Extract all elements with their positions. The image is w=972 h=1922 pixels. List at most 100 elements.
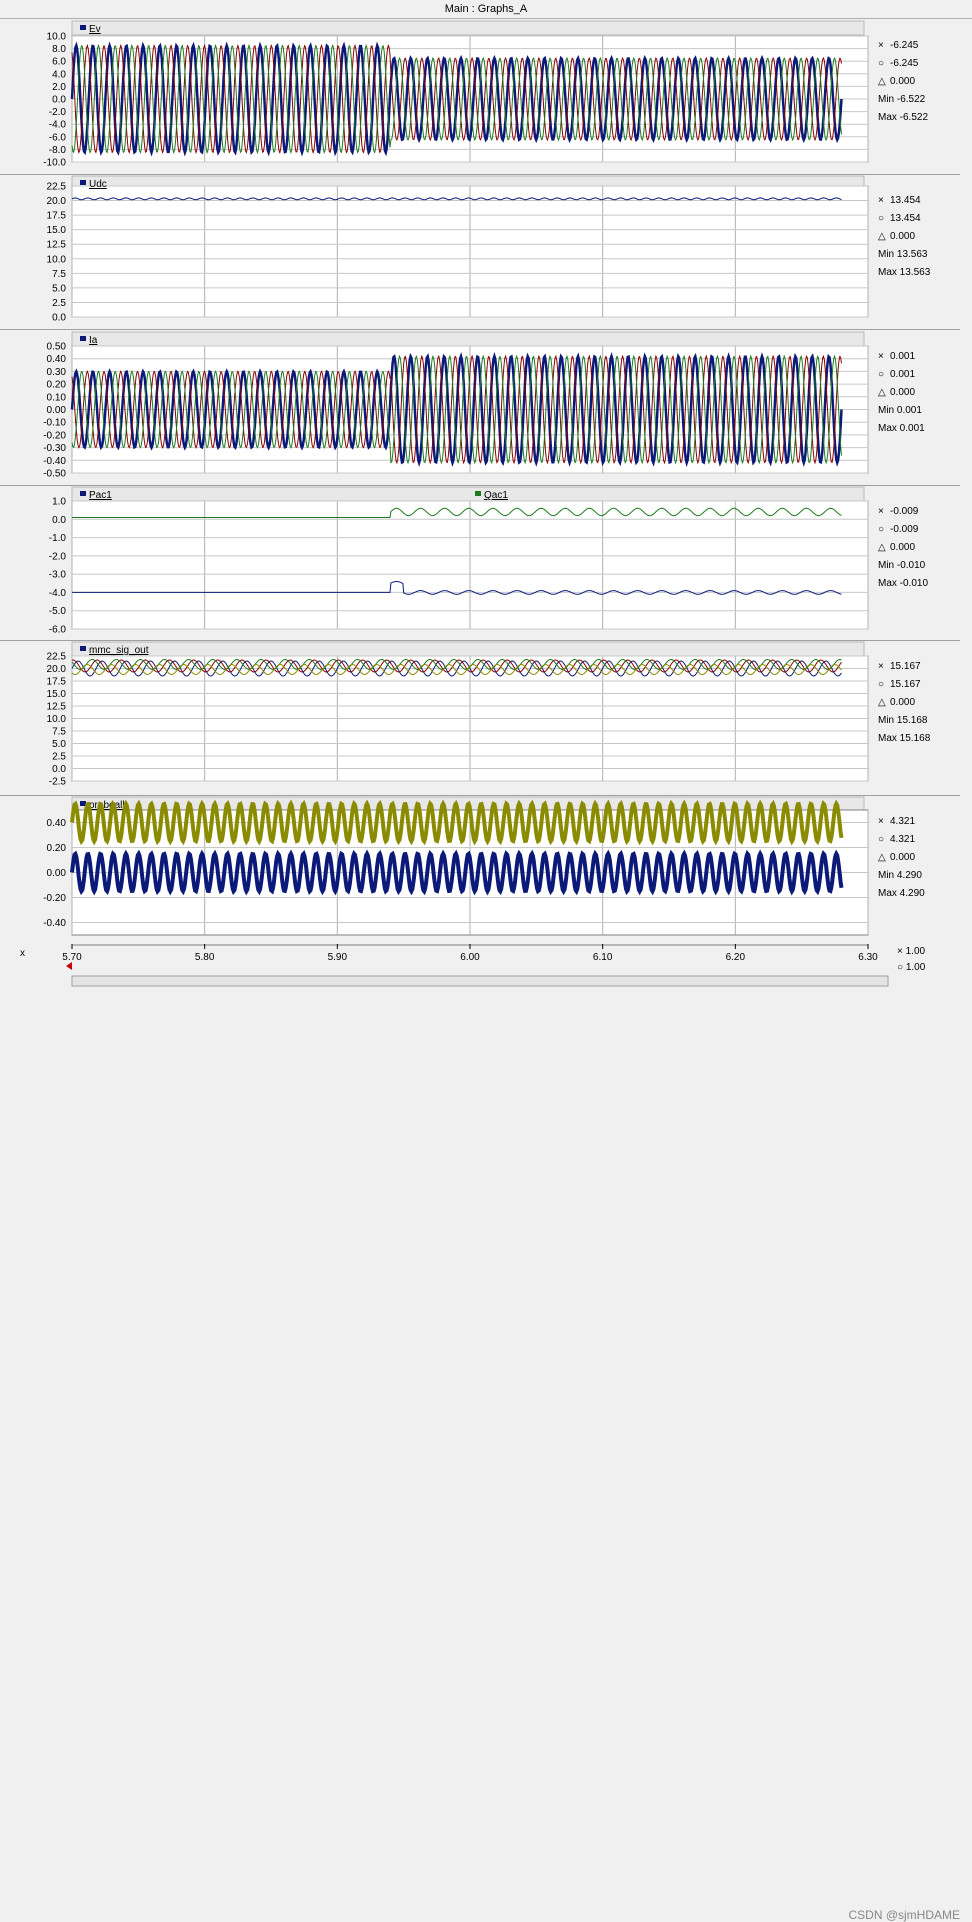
series-line-pq-1 (72, 507, 842, 518)
y-tick-label: 0.20 (47, 380, 67, 391)
legend-label-mmc_sig_out[interactable]: mmc_sig_out (89, 645, 149, 656)
readout-o: ○ -6.245 (878, 58, 919, 69)
readout-x: × 0.001 (878, 351, 916, 362)
x-axis-label: x (20, 948, 25, 959)
x-axis-area: 5.70 5.80 5.90 6.00 6.10 6.20 6.30 x × 1.00 ○ 1… (0, 944, 972, 1922)
readout-x: × -0.009 (878, 506, 919, 517)
y-tick-label: 4.0 (52, 69, 66, 80)
panel-pq: 1.0 0.0 -1.0 -2.0 -3.0 -4.0 -5.0 -6.0 Pac1 Qac1 (0, 485, 960, 641)
y-tick-label: 0.30 (47, 367, 67, 378)
x-tick-label: 5.80 (195, 952, 215, 963)
readout-delta: △ 0.000 (878, 231, 916, 242)
readout-min: Min -6.522 (878, 94, 926, 105)
readout-max: Max 4.290 (878, 888, 925, 899)
readout-max: Max -6.522 (878, 112, 929, 123)
y-tick-label: -0.20 (43, 893, 66, 904)
readout-min: Min 0.001 (878, 405, 922, 416)
legend-label-ev[interactable]: Ev (89, 24, 101, 35)
chart-svg-udc: 22.5 20.0 17.5 15.0 12.5 10.0 7.5 5.0 2.5 0.0 Udc (47, 175, 869, 324)
x-tick-label: 5.70 (62, 952, 82, 963)
legend-swatch (80, 25, 86, 30)
readout-delta: △ 0.000 (878, 697, 916, 708)
y-tick-label: 1.0 (52, 497, 66, 508)
vertical-scrollbar[interactable] (960, 19, 972, 944)
legend-label-pac1[interactable]: Pac1 (89, 490, 112, 501)
panel-mmc: 22.5 20.0 17.5 15.0 12.5 10.0 7.5 5.0 2.5 0.0 -2.5… (0, 640, 960, 796)
legend-label-probeall[interactable]: probeall (89, 800, 125, 811)
legend-label-ia[interactable]: Ia (89, 335, 98, 346)
readout-x: × 4.321 (878, 816, 916, 827)
readout-delta: △ 0.000 (878, 542, 916, 553)
y-tick-label: 12.5 (47, 702, 67, 713)
panel-header-ev (71, 20, 865, 36)
y-tick-label: 12.5 (47, 240, 67, 251)
series-line-ia-1 (71, 354, 842, 465)
x-tick-label: 6.10 (593, 952, 613, 963)
panel-header-mmc (71, 641, 865, 657)
y-tick-label: 17.5 (47, 211, 67, 222)
legend-label-qac1[interactable]: Qac1 (484, 490, 508, 501)
series-line-probe-1 (70, 849, 844, 896)
legend-swatch (80, 336, 86, 341)
time-marker-icon[interactable] (66, 962, 72, 970)
y-tick-label: -0.40 (43, 456, 66, 467)
series-line-ev-1 (71, 43, 842, 155)
readout-o: ○ 13.454 (878, 213, 921, 224)
readout-o: ○ 0.001 (878, 369, 916, 380)
readout-min: Min 13.563 (878, 249, 928, 260)
y-tick-label: -8.0 (49, 145, 67, 156)
readout-max: Max 15.168 (878, 733, 931, 744)
watermark: CSDN @sjmHDAME (848, 1908, 960, 1922)
y-tick-label: -4.0 (49, 120, 67, 131)
readout-delta: △ 0.000 (878, 76, 916, 87)
panel-header-pq (71, 486, 865, 502)
readout-x: × 13.454 (878, 195, 921, 206)
horizontal-scrollbar[interactable] (71, 975, 889, 987)
x-axis-svg: 5.70 5.80 5.90 6.00 6.10 6.20 6.30 x (20, 944, 889, 987)
y-tick-label: -10.0 (43, 158, 66, 169)
series-line-ia-0 (70, 352, 843, 467)
y-tick-label: 22.5 (47, 182, 67, 193)
readout-min: Min 15.168 (878, 715, 928, 726)
x-tick-label: 6.20 (726, 952, 746, 963)
y-tick-label: -2.5 (49, 777, 67, 788)
y-tick-label: 10.0 (47, 32, 67, 43)
y-tick-label: -0.30 (43, 443, 66, 454)
readout-probe: × 4.321 ○ 4.321 △ 0.000 Min 4.290 Max 4.290 (878, 813, 925, 903)
y-tick-label: 10.0 (47, 714, 67, 725)
x-tick-label: 5.90 (328, 952, 348, 963)
y-tick-label: -2.0 (49, 551, 67, 562)
readout-udc: × 13.454 ○ 13.454 △ 0.000 Min 13.563 Max 13.563 (878, 192, 930, 282)
y-tick-label: 0.50 (47, 342, 67, 353)
series-line-ia-2 (71, 354, 842, 465)
window-title: Main : Graphs_A (0, 0, 972, 19)
y-tick-label: 8.0 (52, 44, 66, 55)
x-tick-label: 6.00 (460, 952, 480, 963)
panel-udc: 22.5 20.0 17.5 15.0 12.5 10.0 7.5 5.0 2.5 0.0 Udc (0, 174, 960, 330)
y-tick-label: 0.0 (52, 515, 66, 526)
panel-header-ia (71, 331, 865, 347)
y-tick-label: 7.5 (52, 269, 66, 280)
readout-max: Max 0.001 (878, 423, 925, 434)
series-line-pq-0 (72, 581, 842, 595)
legend-swatch (80, 180, 86, 185)
y-tick-label: -6.0 (49, 132, 67, 143)
y-tick-label: 0.40 (47, 354, 67, 365)
readout-pq: × -0.009 ○ -0.009 △ 0.000 Min -0.010 Max -0.010 (878, 503, 928, 593)
panel-ia: 0.50 0.40 0.30 0.20 0.10 0.00 -0.10 -0.20 -0.30 -… (0, 330, 960, 486)
y-tick-label: 2.0 (52, 82, 66, 93)
y-tick-label: 7.5 (52, 727, 66, 738)
y-tick-label: 10.0 (47, 254, 67, 265)
legend-label-udc[interactable]: Udc (89, 179, 107, 190)
readout-min: Min 4.290 (878, 870, 922, 881)
chart-svg-mmc: 22.520.0 17.515.0 12.510.0 7.55.0 2.50.0 -2.5… (47, 641, 869, 788)
y-tick-label: 15.0 (47, 225, 67, 236)
y-tick-label: 0.0 (52, 95, 66, 106)
x-axis-readout-x: × 1.00 (897, 946, 926, 957)
y-tick-label: 0.20 (47, 843, 67, 854)
panel-probe: 0.40 0.20 0.00 -0.20 -0.40 probeall (0, 795, 960, 951)
readout-o: ○ -0.009 (878, 524, 919, 535)
series-line-mmc-3 (71, 663, 842, 676)
y-tick-label: 0.0 (52, 764, 66, 775)
legend-swatch (80, 801, 86, 806)
